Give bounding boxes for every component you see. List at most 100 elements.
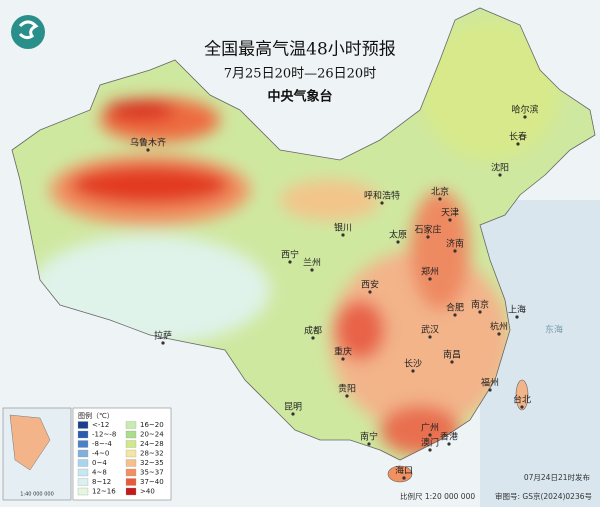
city-dot — [450, 360, 454, 364]
city-dot — [161, 341, 165, 345]
city-dot — [448, 218, 452, 222]
legend-label: -4~0 — [92, 450, 109, 458]
city-dot — [341, 357, 345, 361]
city-label: 广州 — [421, 422, 439, 434]
city-dot — [428, 433, 432, 437]
city-label: 太原 — [389, 229, 407, 241]
city-dot — [497, 332, 501, 336]
taiwan — [515, 379, 529, 411]
city-dot — [411, 369, 415, 373]
city-label: 香港 — [440, 431, 458, 443]
city-label: 台北 — [513, 394, 531, 406]
logo-mark — [18, 20, 39, 40]
city-dot — [367, 442, 371, 446]
city-label: 福州 — [481, 377, 499, 389]
city-label: 长沙 — [404, 358, 422, 370]
city-label: 西宁 — [281, 249, 299, 261]
city-dot — [288, 260, 292, 264]
city-label: 重庆 — [334, 346, 352, 358]
legend-swatch — [125, 449, 137, 458]
legend-swatch — [77, 468, 89, 477]
legend-swatch — [125, 421, 137, 429]
city-dot — [520, 405, 524, 409]
city-label: 贵阳 — [338, 383, 356, 395]
city-dot — [453, 313, 457, 317]
city-label: 天津 — [441, 208, 459, 219]
city-dot — [428, 277, 432, 281]
legend-label: >40 — [140, 488, 155, 496]
city-dot — [146, 148, 150, 152]
legend-swatch — [77, 487, 89, 496]
city-dot — [396, 240, 400, 244]
city-dot — [515, 315, 519, 319]
city-label: 杭州 — [490, 321, 508, 333]
city-dot — [438, 197, 442, 201]
city-dot — [341, 233, 345, 237]
city-label: 南宁 — [360, 431, 378, 443]
logo — [11, 15, 45, 49]
legend-swatch — [77, 421, 89, 429]
city-label: 成都 — [304, 325, 322, 337]
city-label: 西安 — [361, 279, 379, 291]
legend-swatch — [125, 459, 137, 467]
title: 全国最高气温48小时预报 — [204, 40, 396, 60]
city-label: 合肥 — [446, 302, 464, 314]
legend-label: 24~28 — [140, 440, 164, 448]
hainan — [387, 465, 413, 483]
legend-label: -8~-4 — [92, 440, 112, 448]
subtitle: 7月25日20时—26日20时 — [224, 67, 376, 82]
sea-labels: 东海 — [545, 324, 563, 336]
city-label: 长春 — [509, 131, 527, 143]
city-label: 南京 — [471, 299, 489, 311]
city-dot — [380, 201, 384, 205]
sea-label: 东海 — [545, 324, 563, 336]
city-dot — [426, 235, 430, 239]
city-dot — [428, 335, 432, 339]
legend-swatch — [125, 430, 137, 439]
city-dot — [345, 394, 349, 398]
legend-label: <-12 — [92, 421, 109, 429]
legend-label: 0~4 — [92, 459, 107, 467]
legend-swatch — [77, 478, 89, 486]
legend-label: 8~12 — [92, 478, 111, 486]
legend-label: 20~24 — [140, 431, 164, 439]
city-dot — [453, 249, 457, 253]
legend — [72, 407, 172, 501]
city-label: 呼和浩特 — [364, 190, 400, 202]
city-label: 武汉 — [421, 324, 439, 336]
legend-label: 37~40 — [140, 478, 164, 486]
city-dot — [402, 476, 406, 480]
legend-label: 12~16 — [92, 488, 116, 496]
city-label: 济南 — [446, 238, 464, 250]
legend-items: <-12 -12~-8-8~-4 -4~00~4 4~88~12 12~16 16~20 2… — [77, 421, 164, 496]
city-label: 澳门 — [421, 437, 439, 449]
city-label: 哈尔滨 — [511, 104, 538, 116]
city-dot — [291, 412, 295, 416]
legend-swatch — [125, 478, 137, 486]
legend-label: 4~8 — [92, 469, 107, 477]
legend-swatch — [77, 459, 89, 467]
legend-label: 28~32 — [140, 450, 164, 458]
city-label: 北京 — [431, 186, 449, 198]
review-number: 审图号: GS京(2024)0236号 — [495, 491, 592, 501]
city-label: 郑州 — [421, 266, 439, 278]
legend-swatch — [125, 487, 137, 496]
city-label: 南昌 — [443, 349, 461, 361]
city-dot — [478, 310, 482, 314]
legend-label: 32~35 — [140, 459, 164, 467]
city-label: 乌鲁木齐 — [130, 137, 166, 149]
city-dot — [311, 336, 315, 340]
city-label: 拉萨 — [154, 330, 172, 342]
city-dot — [447, 442, 451, 446]
inset-land — [9, 414, 51, 471]
city-dot — [310, 268, 314, 272]
city-label: 上海 — [508, 304, 526, 316]
legend-swatch — [77, 449, 89, 458]
legend-swatch — [125, 468, 137, 477]
city-label: 昆明 — [284, 402, 302, 413]
issued: 07月24日21时发布 — [524, 472, 591, 482]
legend-swatch — [77, 440, 89, 448]
agency: 中央气象台 — [267, 89, 332, 105]
